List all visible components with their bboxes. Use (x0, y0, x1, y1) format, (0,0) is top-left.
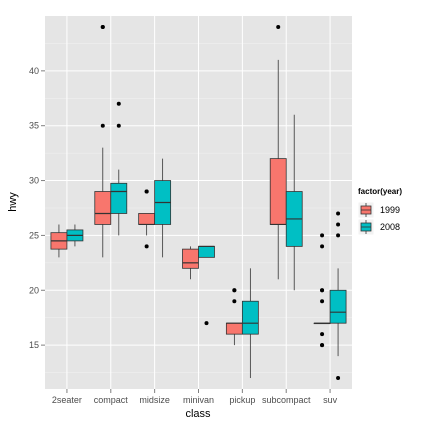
outlier-point (232, 299, 237, 304)
x-tick-label: compact (94, 395, 129, 405)
box-body (241, 300, 259, 335)
outlier-point (276, 24, 281, 29)
outlier-point (336, 233, 341, 238)
outlier-point (320, 299, 325, 304)
y-tick-label: 30 (29, 176, 39, 186)
outlier-point (336, 376, 341, 381)
x-tick-label: 2seater (52, 395, 82, 405)
legend-key-2008 (357, 218, 375, 236)
box-2008-2seater (66, 224, 84, 247)
x-tick-label: suv (323, 395, 338, 405)
box-2008-pickup (241, 268, 259, 379)
box-body (269, 158, 287, 225)
y-tick-label: 15 (29, 340, 39, 350)
box-body (182, 248, 199, 269)
box-2008-midsize (154, 158, 172, 258)
x-tick-label: minivan (183, 395, 214, 405)
outlier-point (204, 321, 209, 326)
y-tick-label: 35 (29, 121, 39, 131)
box-1999-minivan (182, 246, 199, 280)
y-tick-label: 20 (29, 285, 39, 295)
x-tick-label: subcompact (262, 395, 311, 405)
box-1999-compact (94, 24, 112, 258)
box-2008-suv (329, 211, 347, 381)
boxes (50, 24, 347, 381)
outlier-point (144, 189, 149, 194)
outlier-point (116, 101, 121, 106)
outlier-point (232, 288, 237, 293)
box-body (94, 191, 112, 225)
outlier-point (100, 123, 105, 128)
box-1999-midsize (138, 189, 156, 249)
box-body (225, 322, 243, 335)
x-tick-label: midsize (139, 395, 170, 405)
legend-label: 2008 (380, 222, 400, 232)
y-tick-label: 25 (29, 230, 39, 240)
outlier-point (336, 222, 341, 227)
outlier-point (116, 123, 121, 128)
legend-key-1999 (357, 201, 375, 219)
x-axis-title: class (185, 408, 211, 420)
outlier-point (320, 244, 325, 249)
outlier-point (320, 332, 325, 337)
outlier-point (336, 211, 341, 216)
x-tick-label: pickup (229, 395, 255, 405)
box-1999-suv (313, 233, 331, 348)
y-tick-label: 40 (29, 66, 39, 76)
box-body (110, 182, 128, 214)
legend-title: factor(year) (358, 187, 402, 196)
box-2008-compact (110, 101, 128, 236)
y-axis-title: hwy (7, 192, 19, 212)
box-body (138, 213, 156, 225)
box-2008-minivan (198, 245, 215, 326)
y-axis: 15 20 25 30 35 40 (29, 66, 45, 350)
outlier-point (320, 233, 325, 238)
outlier-point (320, 288, 325, 293)
box-2008-subcompact (285, 114, 303, 291)
legend-label: 1999 (380, 205, 400, 215)
legend: factor(year) 1999 2008 (357, 187, 402, 236)
x-axis: 2seater compact midsize minivan pickup subcom… (52, 389, 338, 405)
box-1999-subcompact (269, 24, 287, 280)
box-body (198, 245, 215, 258)
box-body (329, 289, 347, 324)
outlier-point (100, 24, 105, 29)
outlier-point (144, 244, 149, 249)
outlier-point (320, 343, 325, 348)
